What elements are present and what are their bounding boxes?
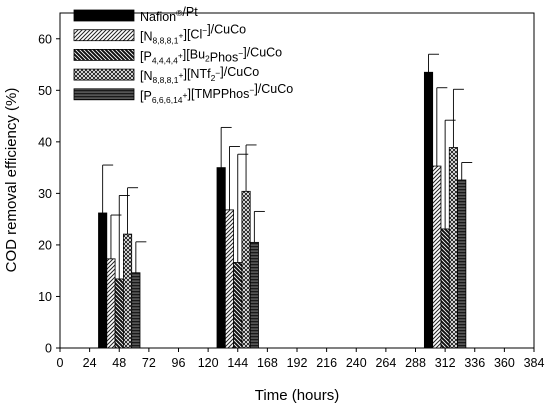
x-tick-label: 168 — [257, 356, 278, 370]
legend-swatch — [73, 88, 135, 101]
legend-label-part: [P — [140, 49, 152, 63]
legend-label-part: ][NTf — [183, 67, 211, 81]
legend-label-part: 6,6,6,14 — [152, 95, 183, 105]
legend-label-part: 8,8,8,1 — [153, 75, 179, 85]
legend-label: Nafion®/Pt — [140, 5, 198, 24]
bar — [98, 212, 108, 349]
x-tick-label: 288 — [405, 356, 426, 370]
legend-label-part: 2 — [205, 53, 210, 63]
legend-label-part: [N — [140, 69, 153, 83]
legend-label-part: + — [183, 90, 188, 100]
legend-label: [N8,8,8,1+][Cl−]/CuCo — [140, 23, 246, 46]
x-axis: 0 24 48 72 96 120 144 168 192 216 240 264 288 312 336 3… — [57, 348, 545, 370]
legend-label-part: [P — [140, 89, 152, 103]
bar — [216, 167, 226, 349]
bar — [131, 272, 141, 349]
y-tick-label: 50 — [38, 84, 52, 98]
legend-label-part: 8,8,8,1 — [153, 36, 179, 46]
x-tick-label: 240 — [346, 356, 367, 370]
bars-layer — [98, 71, 467, 349]
bar — [249, 241, 259, 349]
legend-label-part: − — [215, 68, 220, 78]
legend-label-part: ]/CuCo — [207, 23, 246, 37]
x-tick-label: 120 — [198, 356, 219, 370]
x-tick-label: 360 — [494, 356, 515, 370]
y-tick-label: 0 — [45, 342, 52, 356]
x-tick-label: 216 — [316, 356, 337, 370]
bar — [224, 209, 235, 349]
y-tick-label: 20 — [38, 238, 52, 252]
x-axis-label: Time (hours) — [255, 387, 339, 404]
legend-label-part: ]/CuCo — [254, 82, 293, 96]
bar — [233, 262, 243, 349]
legend-label: [P4,4,4,4+][Bu2Phos−]/CuCo — [140, 45, 282, 65]
x-tick-label: 336 — [464, 356, 485, 370]
legend-label-part: − — [249, 85, 254, 95]
bar — [123, 233, 133, 349]
x-tick-label: 96 — [172, 356, 186, 370]
legend-label-part: + — [179, 31, 184, 41]
bar — [241, 190, 251, 349]
y-tick-label: 60 — [38, 32, 52, 46]
legend-label-part: ® — [176, 8, 183, 18]
legend-label-part: + — [179, 70, 184, 80]
legend-label-part: /Pt — [182, 5, 198, 19]
legend-label-part: − — [202, 26, 207, 36]
legend-label-part: ][Bu — [183, 47, 205, 61]
legend-label-part: 4,4,4,4 — [152, 55, 178, 65]
x-tick-label: 192 — [287, 356, 308, 370]
y-tick-label: 30 — [38, 187, 52, 201]
bar — [423, 71, 434, 349]
legend-label-part: − — [238, 48, 243, 58]
x-tick-label: 144 — [227, 356, 248, 370]
bar — [114, 278, 124, 349]
legend-label-part: ][TMPPhos — [188, 87, 250, 101]
bar — [457, 179, 467, 349]
legend-label-part: Nafion — [140, 10, 176, 24]
y-tick-label: 40 — [38, 135, 52, 149]
legend-label: [P6,6,6,14+][TMPPhos−]/CuCo — [140, 82, 293, 105]
legend-label-part: + — [178, 50, 183, 60]
y-axis: 0 10 20 30 40 50 60 — [38, 32, 60, 356]
legend-swatch — [73, 9, 135, 22]
legend-label: [N8,8,8,1+][NTf2−]/CuCo — [140, 65, 259, 85]
error-bars-layer — [102, 53, 473, 279]
legend-label-part: ][Cl — [183, 28, 202, 42]
legend-label-part: Phos — [210, 50, 239, 64]
legend-swatch — [73, 68, 135, 81]
legend-label-part: ]/CuCo — [220, 65, 259, 79]
legend: Nafion®/Pt[N8,8,8,1+][Cl−]/CuCo[P4,4,4,4… — [73, 5, 293, 105]
x-tick-label: 24 — [83, 356, 97, 370]
y-axis-label: COD removal efficiency (%) — [3, 88, 20, 273]
x-tick-label: 384 — [524, 356, 545, 370]
x-tick-label: 264 — [375, 356, 396, 370]
legend-label-part: 2 — [211, 73, 216, 83]
legend-label-part: ]/CuCo — [243, 45, 282, 59]
x-tick-label: 48 — [112, 356, 126, 370]
legend-swatch — [73, 29, 135, 42]
bar — [440, 228, 450, 349]
legend-label-part: [N — [140, 30, 153, 44]
bar — [432, 165, 442, 349]
x-tick-label: 0 — [57, 356, 64, 370]
x-tick-label: 72 — [142, 356, 156, 370]
bar — [106, 258, 116, 349]
y-tick-label: 10 — [38, 290, 52, 304]
x-tick-label: 312 — [435, 356, 456, 370]
bar — [448, 147, 458, 349]
legend-swatch — [73, 49, 135, 61]
plot-area: 0 24 48 72 96 120 144 168 192 216 240 264 288 312 336 3… — [38, 12, 545, 370]
